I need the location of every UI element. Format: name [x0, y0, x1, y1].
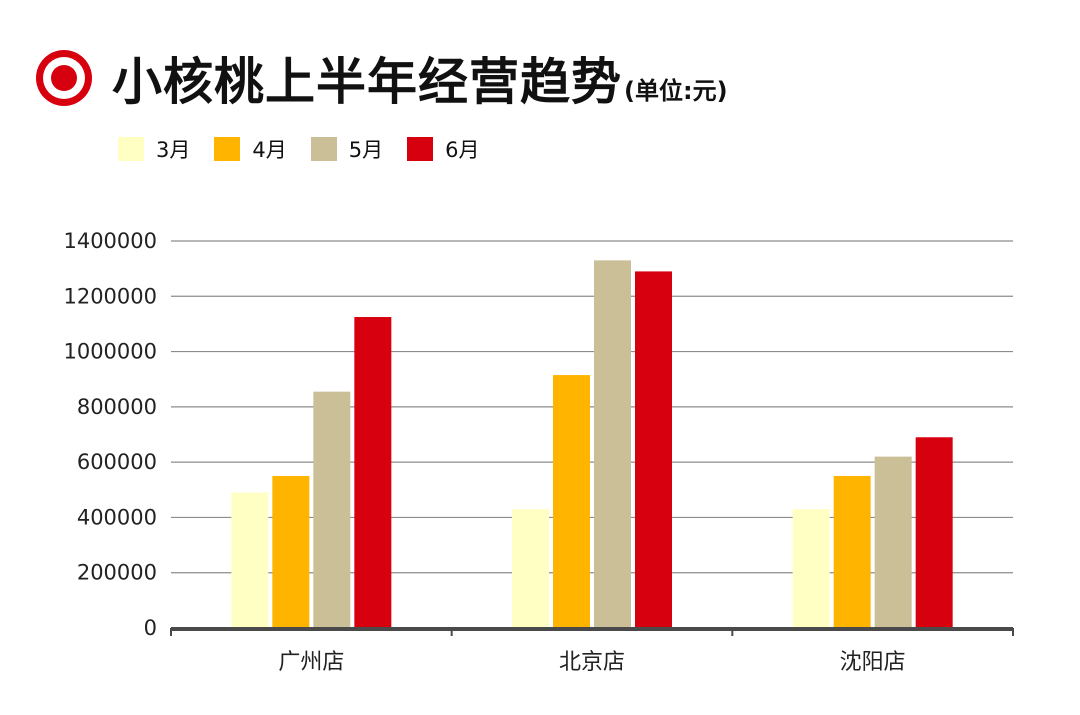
legend-label-june: 6月: [445, 138, 480, 162]
bar-march-2: [792, 509, 830, 628]
bar-may-1: [594, 260, 631, 628]
y-tick-label-200000: 200000: [77, 561, 157, 585]
x-category-label-2: 沈阳店: [840, 650, 906, 675]
y-tick-label-600000: 600000: [77, 450, 157, 474]
legend-item-june: 6月: [407, 134, 480, 164]
legend-item-april: 4月: [214, 134, 287, 164]
chart-header: 小核桃上半年经营趋势 (单位:元): [36, 42, 728, 114]
y-tick-label-1400000: 1400000: [63, 229, 157, 253]
bar-april-0: [272, 475, 310, 628]
bar-june-2: [915, 437, 953, 628]
bar-may-0: [313, 391, 351, 628]
legend-item-may: 5月: [310, 134, 384, 164]
bar-march-0: [231, 492, 269, 628]
bar-may-2: [874, 456, 912, 628]
legend-label-april: 4月: [252, 138, 287, 162]
legend-item-march: 3月: [118, 134, 190, 164]
x-category-label-0: 广州店: [278, 650, 344, 675]
x-category-label-1: 北京店: [559, 650, 625, 675]
chart-unit: (单位:元): [624, 77, 728, 105]
legend-label-may: 5月: [348, 138, 384, 162]
legend-swatch-june: [407, 137, 434, 161]
legend-swatch-march: [118, 137, 144, 161]
bar-june-1: [635, 271, 672, 628]
y-tick-label-0: 0: [144, 616, 157, 640]
y-tick-label-1200000: 1200000: [63, 284, 157, 308]
legend-swatch-april: [214, 137, 241, 161]
chart-title: 小核桃上半年经营趋势: [112, 53, 622, 111]
legend-swatch-may: [310, 137, 337, 161]
bar-april-1: [553, 375, 590, 628]
y-tick-label-800000: 800000: [77, 395, 157, 419]
legend-label-march: 3月: [156, 138, 191, 162]
y-tick-label-1000000: 1000000: [63, 340, 157, 364]
bar-april-2: [833, 475, 871, 628]
bar-march-1: [512, 509, 549, 628]
legend: 3月 4月 5月 6月: [118, 134, 504, 164]
target-icon: [36, 50, 92, 106]
y-tick-label-400000: 400000: [77, 505, 157, 529]
bar-june-0: [354, 317, 392, 628]
